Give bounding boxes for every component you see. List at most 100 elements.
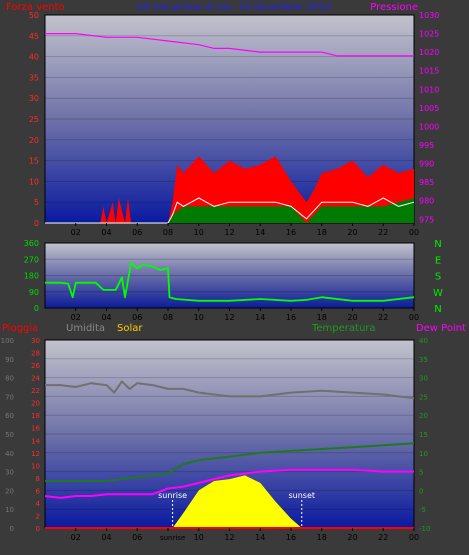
time-tick-label: 08 [163, 313, 173, 322]
time-tick-label: 14 [255, 533, 265, 542]
sunrise-label: sunrise [158, 491, 187, 500]
direction-tick-label: 90 [29, 288, 39, 297]
time-tick-label: 22 [378, 313, 388, 322]
temperature-tick-label: 0 [419, 487, 423, 495]
compass-label: N [434, 239, 441, 250]
humidity-axis-title: Umidita [66, 323, 105, 334]
climate-ticks: 0102030405060708090100024681012141618202… [1, 337, 431, 542]
compass-label: W [433, 288, 443, 299]
time-tick-label: 12 [224, 313, 234, 322]
temperature-tick-label: 15 [419, 431, 428, 439]
humidity-tick-label: 70 [5, 393, 14, 401]
rain-tick-label: 18 [31, 412, 40, 420]
wind-tick-label: 15 [29, 157, 39, 166]
time-tick-label: 04 [101, 533, 111, 542]
rain-tick-label: 2 [36, 512, 40, 520]
wind-tick-label: 50 [29, 11, 39, 20]
humidity-tick-label: 20 [5, 487, 14, 495]
pressure-line [45, 32, 414, 57]
humidity-tick-label: 0 [10, 525, 14, 533]
humidity-tick-label: 10 [5, 506, 14, 514]
rain-tick-label: 28 [31, 350, 40, 358]
direction-tick-label: 180 [24, 272, 39, 281]
direction-tick-label: 270 [24, 255, 39, 264]
time-tick-label: 22 [378, 228, 388, 237]
time-tick-label: 12 [224, 228, 234, 237]
humidity-tick-label: 30 [5, 469, 14, 477]
time-tick-label: 04 [101, 228, 111, 237]
rain-tick-label: 0 [36, 525, 40, 533]
time-tick-label: 02 [71, 228, 81, 237]
wind-pressure-ticks: 0510152025303540455097598098599099510001… [29, 11, 440, 237]
wind-base-area [45, 198, 414, 223]
wind-tick-label: 45 [29, 32, 39, 41]
time-tick-label: 18 [317, 313, 327, 322]
compass-label: E [435, 255, 441, 266]
rain-tick-label: 14 [31, 437, 40, 445]
direction-tick-label: 0 [34, 304, 39, 313]
time-tick-label: 14 [255, 228, 265, 237]
humidity-tick-label: 100 [1, 337, 14, 345]
direction-series [45, 261, 415, 302]
wind-direction-line [45, 261, 415, 302]
humidity-tick-label: 40 [5, 450, 14, 458]
pressure-tick-label: 1010 [419, 85, 439, 94]
humidity-tick-label: 60 [5, 412, 14, 420]
temperature-tick-label: 20 [419, 412, 428, 420]
dewpoint-axis-title: Dew Point [416, 323, 466, 334]
wind-axis-title: Forza vento [6, 2, 65, 13]
wind-average-line [45, 197, 415, 224]
rain-tick-label: 22 [31, 387, 40, 395]
temperature-tick-label: -5 [419, 506, 426, 514]
pressure-tick-label: 1015 [419, 67, 439, 76]
rain-tick-label: 4 [36, 500, 41, 508]
time-tick-label: 20 [347, 228, 357, 237]
pressure-tick-label: 975 [419, 215, 434, 224]
time-tick-label: 00 [409, 533, 419, 542]
pressure-axis-title: Pressione [370, 2, 418, 13]
wind-tick-label: 40 [29, 53, 39, 62]
pressure-tick-label: 980 [419, 197, 434, 206]
wind-tick-label: 25 [29, 115, 39, 124]
rain-tick-label: 8 [36, 475, 40, 483]
time-tick-label: 10 [194, 313, 204, 322]
pressure-tick-label: 985 [419, 178, 434, 187]
time-tick-label: 20 [347, 533, 357, 542]
temperature-tick-label: 35 [419, 356, 428, 364]
temperature-axis-title: Temperatura [311, 323, 376, 334]
rain-tick-label: 6 [36, 487, 41, 495]
rain-tick-label: 20 [31, 400, 40, 408]
temperature-tick-label: 30 [419, 375, 428, 383]
time-tick-label: 20 [347, 313, 357, 322]
rain-tick-label: 10 [31, 462, 40, 470]
wind-tick-label: 0 [34, 219, 39, 228]
time-tick-label: 02 [71, 533, 81, 542]
solar-axis-title: Solar [117, 323, 143, 334]
time-tick-label: 04 [101, 313, 111, 322]
time-tick-label: 00 [409, 228, 419, 237]
pressure-tick-label: 1020 [419, 48, 439, 57]
humidity-tick-label: 80 [5, 375, 14, 383]
direction-tick-label: 360 [24, 239, 39, 248]
wind-tick-label: 30 [29, 94, 39, 103]
humidity-tick-label: 90 [5, 356, 14, 364]
wind-pressure-series [45, 32, 415, 224]
time-tick-label: 06 [132, 533, 142, 542]
wind-tick-label: 5 [34, 198, 39, 207]
humidity-line [45, 380, 415, 400]
time-tick-label: 16 [286, 228, 296, 237]
rain-tick-label: 26 [31, 362, 40, 370]
temperature-tick-label: -10 [419, 525, 430, 533]
time-tick-label: 00 [409, 313, 419, 322]
rain-tick-label: 16 [31, 425, 40, 433]
sunset-label: sunset [288, 491, 315, 500]
solar-area [172, 475, 302, 528]
time-tick-label: 06 [132, 313, 142, 322]
humidity-tick-label: 50 [5, 431, 14, 439]
pressure-tick-label: 1005 [419, 104, 439, 113]
rain-tick-label: 30 [31, 337, 40, 345]
temperature-tick-label: 5 [419, 469, 423, 477]
wind-gust-area [45, 156, 414, 223]
chart-title: 24 ore prima di lun. 10 Dicembre 2012 [137, 2, 331, 13]
